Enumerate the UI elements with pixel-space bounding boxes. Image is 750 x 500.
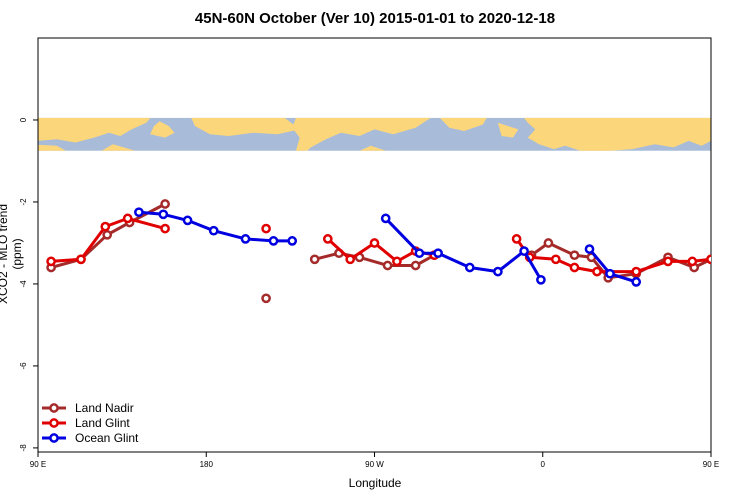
data-point-1-3-0 — [511, 234, 522, 244]
y-tick-label-3: -6 — [19, 362, 28, 370]
data-point-1-3-3 — [569, 262, 580, 273]
data-point-2-1-6 — [536, 274, 546, 285]
data-point-0-4-2 — [739, 200, 746, 207]
series-line-2-3 — [732, 212, 750, 222]
data-point-0-2-0 — [309, 254, 320, 265]
series-line-0-4 — [724, 204, 743, 235]
data-point-2-0-0 — [134, 207, 144, 218]
series-line-1-4 — [724, 220, 746, 228]
data-point-0-1-0 — [261, 293, 271, 304]
map-land-7 — [439, 117, 487, 131]
legend-label-2: Ocean Glint — [75, 431, 139, 445]
data-point-2-0-3 — [208, 225, 219, 236]
map-land-3 — [150, 121, 175, 138]
data-point-0-3-1 — [543, 238, 554, 248]
x-tick-label-1: 180 — [200, 460, 214, 469]
x-tick-label-0: 90 E — [30, 460, 46, 469]
map-land-4 — [191, 117, 300, 136]
y-tick-label-2: -4 — [19, 280, 28, 288]
data-point-0-0-2 — [102, 229, 113, 240]
data-point-1-3-6 — [663, 256, 673, 267]
data-point-2-1-5 — [519, 246, 529, 256]
map-land-8 — [497, 122, 519, 138]
data-point-2-2-1 — [605, 268, 615, 279]
series-land-glint — [46, 213, 750, 277]
map-land-2 — [101, 144, 136, 151]
map-land-0 — [38, 117, 151, 143]
data-point-2-1-0 — [380, 213, 391, 224]
data-point-0-2-4 — [410, 260, 421, 271]
series-land-nadir — [46, 199, 746, 304]
world-map-band — [38, 117, 750, 151]
chart-title: 45N-60N October (Ver 10) 2015-01-01 to 2… — [194, 10, 556, 27]
legend-marker-0 — [49, 403, 59, 413]
data-point-0-3-2 — [569, 250, 580, 261]
y-tick-label-0: 0 — [19, 117, 28, 122]
data-point-2-0-1 — [158, 209, 169, 220]
data-point-0-2-3 — [382, 260, 393, 271]
data-point-2-3-0 — [728, 209, 735, 216]
data-point-2-0-5 — [268, 236, 279, 246]
map-land-6 — [359, 145, 386, 151]
series-layer — [46, 199, 750, 304]
data-point-1-3-5 — [631, 266, 642, 277]
data-point-1-0-0 — [46, 256, 56, 267]
map-land-1 — [38, 144, 66, 151]
data-point-1-2-3 — [392, 256, 402, 267]
data-point-1-3-8 — [706, 254, 711, 265]
map-land-10 — [730, 120, 750, 141]
data-point-1-3-7 — [687, 256, 698, 267]
data-point-1-2-0 — [322, 234, 333, 244]
data-point-1-0-1 — [76, 254, 86, 265]
series-line-2-1 — [384, 217, 543, 281]
legend-marker-1 — [49, 418, 59, 428]
y-tick-label-4: -8 — [19, 444, 28, 452]
data-point-1-0-4 — [160, 223, 170, 234]
y-tick-label-1: -2 — [19, 198, 28, 206]
data-point-1-3-4 — [592, 266, 602, 277]
data-point-1-0-2 — [100, 221, 111, 232]
data-point-0-4-0 — [721, 231, 728, 238]
series-ocean-glint — [134, 207, 750, 287]
data-point-2-3-1 — [745, 211, 750, 218]
x-tick-label-4: 90 E — [703, 460, 719, 469]
data-point-1-2-1 — [345, 254, 356, 265]
map-land-9 — [524, 117, 711, 151]
data-point-2-0-4 — [240, 234, 251, 244]
x-tick-label-2: 90 W — [365, 460, 384, 469]
data-point-2-0-6 — [287, 236, 298, 246]
data-point-1-0-3 — [122, 213, 133, 224]
data-point-1-4-0 — [721, 223, 728, 230]
map-land-5 — [292, 117, 431, 151]
x-tick-label-3: 0 — [541, 460, 546, 469]
x-axis-label: Longitude — [348, 476, 402, 490]
data-point-2-2-0 — [584, 244, 595, 254]
data-point-2-1-4 — [493, 266, 503, 277]
data-point-2-0-2 — [182, 215, 193, 226]
data-point-2-1-3 — [464, 262, 475, 273]
data-point-1-3-2 — [550, 254, 561, 265]
legend-label-0: Land Nadir — [75, 401, 134, 415]
data-point-2-1-1 — [414, 248, 425, 259]
data-point-0-4-1 — [732, 223, 739, 230]
data-point-1-4-1 — [732, 217, 739, 224]
y-axis-label: XCO2 - MLO trend (ppm) — [0, 203, 24, 305]
data-point-2-2-2 — [631, 277, 642, 287]
data-point-2-1-2 — [433, 248, 443, 259]
data-point-1-1-0 — [261, 223, 271, 234]
data-point-0-0-4 — [160, 199, 170, 209]
data-point-1-4-2 — [743, 225, 750, 232]
legend-marker-2 — [49, 433, 59, 443]
data-point-1-2-2 — [369, 238, 380, 248]
legend-label-1: Land Glint — [75, 416, 130, 430]
